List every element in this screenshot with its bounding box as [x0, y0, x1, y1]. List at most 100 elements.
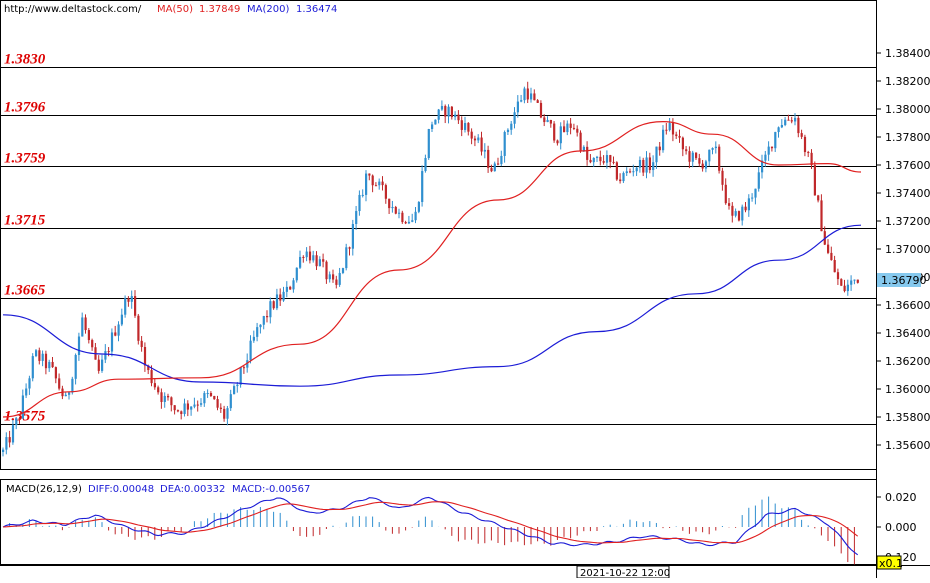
candle-body: [619, 179, 622, 182]
candle-body: [328, 274, 331, 280]
candle-body: [833, 260, 836, 273]
time-cursor-label: 2021-10-22 12:00: [580, 568, 670, 578]
candle-body: [54, 367, 57, 379]
y-tick-label: 1.37400: [885, 187, 930, 200]
candle-body: [764, 154, 767, 161]
candle-body: [394, 206, 397, 214]
candle-body: [332, 274, 335, 280]
candle-body: [417, 202, 420, 212]
candle-body: [440, 106, 444, 110]
candle-body: [803, 136, 807, 153]
candle-body: [299, 256, 302, 268]
candle-body: [160, 392, 163, 402]
candle-body: [203, 393, 206, 404]
candle-body: [213, 396, 216, 400]
candle-body: [846, 284, 849, 292]
candle-body: [523, 88, 526, 101]
candle-body: [770, 146, 774, 149]
candle-body: [361, 194, 364, 196]
price-panel-frame: [0, 0, 877, 470]
candle-body: [533, 93, 536, 101]
candle-body: [120, 314, 123, 325]
candle-body: [256, 327, 259, 337]
y-tick-label: 1.38000: [885, 103, 930, 116]
candle-body: [97, 359, 100, 371]
candle-body: [662, 129, 665, 151]
candle-body: [467, 123, 470, 132]
candle-body: [840, 279, 843, 286]
candle-body: [368, 173, 371, 176]
candle-body: [747, 198, 750, 211]
candle-body: [279, 294, 282, 301]
candle-body: [586, 146, 589, 160]
candle-body: [761, 160, 764, 173]
candle-body: [312, 255, 315, 261]
candle-body: [302, 256, 305, 258]
candle-body: [787, 119, 790, 121]
candle-body: [579, 132, 582, 151]
candle-body: [318, 259, 321, 267]
candle-body: [744, 206, 747, 211]
candle-body: [229, 394, 232, 409]
candle-body: [655, 146, 658, 163]
candle-body: [708, 149, 711, 162]
candle-body: [365, 173, 368, 195]
candle-body: [559, 126, 562, 144]
candle-body: [84, 317, 87, 331]
candle-body: [473, 138, 477, 141]
candle-body: [751, 197, 754, 199]
candle-body: [21, 395, 24, 419]
candle-body: [850, 280, 853, 285]
candle-body: [262, 316, 265, 325]
macd-name: MACD(26,12,9): [6, 484, 82, 495]
candle-body: [249, 340, 252, 361]
candle-body: [110, 332, 114, 352]
candle-body: [592, 157, 595, 163]
candle-body: [38, 350, 41, 361]
candle-body: [421, 171, 424, 203]
candle-body: [483, 149, 486, 152]
candle-body: [464, 123, 467, 130]
candle-body: [41, 353, 44, 361]
candle-body: [543, 117, 546, 123]
candle-body: [51, 361, 54, 368]
candle-body: [503, 132, 506, 156]
candle-body: [173, 405, 176, 411]
candle-body: [374, 185, 378, 187]
candle-body: [25, 388, 28, 396]
scale-badge-text: x0.1: [879, 557, 903, 570]
candle-body: [114, 332, 117, 336]
candle-body: [513, 112, 516, 124]
candle-body: [767, 146, 770, 155]
candle-body: [163, 395, 166, 402]
candle-body: [147, 365, 150, 371]
candle-body: [800, 133, 803, 137]
candle-body: [830, 252, 833, 261]
candle-body: [15, 418, 18, 426]
candle-body: [414, 211, 417, 221]
candle-body: [530, 93, 533, 100]
candle-body: [794, 117, 797, 122]
candle-body: [612, 161, 615, 163]
candle-body: [549, 119, 552, 124]
candle-body: [305, 251, 308, 258]
candle-body: [510, 123, 513, 130]
scale-badge[interactable]: [876, 555, 902, 570]
candle-body: [206, 393, 209, 395]
candle-body: [757, 172, 760, 189]
y-tick-label: 1.35800: [885, 411, 930, 424]
candle-body: [516, 101, 519, 113]
candle-body: [589, 159, 592, 163]
y-tick-label: 1.36400: [885, 327, 930, 340]
candle-body: [665, 129, 668, 131]
candle-body: [5, 437, 8, 450]
candle-body: [216, 399, 219, 408]
y-tick-label: 1.35600: [885, 439, 930, 452]
level-label: 1.3575: [4, 409, 46, 425]
candle-body: [599, 156, 602, 162]
macd-tick-label: 0.020: [885, 491, 917, 504]
candle-body: [246, 360, 249, 368]
candle-body: [431, 124, 434, 129]
candle-body: [308, 251, 312, 261]
